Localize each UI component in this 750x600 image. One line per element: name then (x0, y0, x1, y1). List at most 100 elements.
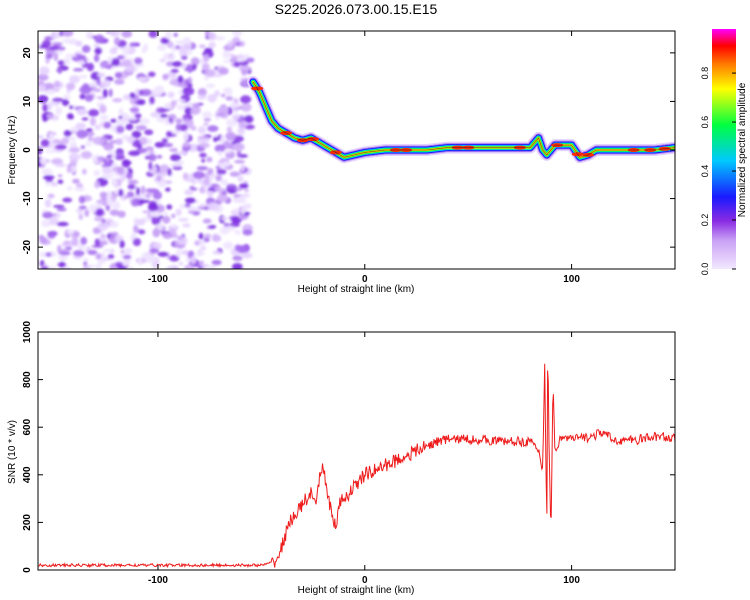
noise-speckle (69, 75, 81, 84)
noise-speckle (154, 85, 165, 95)
x-tick-label: 100 (563, 274, 580, 285)
noise-speckle (99, 114, 109, 121)
noise-speckle (128, 266, 134, 269)
noise-speckle (164, 116, 170, 126)
y-tick-label: -10 (22, 191, 33, 206)
noise-speckle (49, 45, 60, 51)
noise-speckle (57, 174, 63, 178)
noise-speckle (162, 143, 174, 148)
noise-speckle (223, 44, 235, 51)
noise-speckle (241, 252, 253, 259)
spectrogram-y-label: Frequency (Hz) (7, 116, 18, 185)
noise-speckle (62, 197, 73, 203)
noise-speckle (74, 187, 86, 192)
noise-speckle (107, 254, 115, 259)
noise-speckle (214, 144, 226, 153)
noise-speckle (238, 122, 248, 128)
noise-speckle (114, 262, 124, 268)
noise-speckle (187, 83, 193, 88)
noise-speckle (202, 218, 212, 224)
noise-speckle (97, 259, 105, 265)
noise-speckle (137, 76, 147, 81)
noise-speckle (87, 136, 94, 142)
noise-speckle (165, 187, 171, 192)
noise-speckle (82, 257, 90, 262)
noise-speckle (224, 150, 232, 154)
noise-speckle (171, 61, 183, 67)
noise-speckle (116, 166, 125, 175)
noise-speckle (55, 144, 67, 150)
noise-speckle (182, 86, 195, 96)
noise-speckle (157, 251, 169, 257)
noise-speckle (199, 186, 206, 194)
noise-speckle (156, 154, 163, 159)
noise-speckle (184, 189, 194, 196)
noise-speckle (85, 31, 94, 39)
colorbar-tick-label: 0.0 (700, 263, 710, 276)
noise-speckle (169, 224, 178, 229)
noise-speckle (206, 156, 213, 163)
noise-speckle (86, 62, 95, 72)
noise-speckle (55, 213, 60, 220)
noise-speckle (148, 31, 158, 38)
noise-speckle (40, 139, 50, 148)
noise-speckle (201, 111, 213, 119)
noise-speckle (45, 53, 53, 59)
noise-speckle (203, 122, 209, 126)
noise-speckle (68, 153, 81, 161)
noise-speckle (244, 188, 249, 193)
noise-speckle (216, 168, 227, 175)
noise-speckle (223, 222, 230, 227)
noise-speckle (148, 153, 157, 162)
noise-speckle (233, 159, 246, 164)
noise-speckle (107, 149, 113, 156)
y-tick-label: 0 (22, 147, 33, 153)
noise-speckle (63, 57, 71, 65)
noise-speckle (209, 174, 214, 183)
noise-speckle (129, 42, 137, 47)
noise-speckle (169, 53, 175, 61)
noise-speckle (126, 135, 135, 144)
noise-speckle (66, 229, 75, 235)
noise-speckle (56, 221, 69, 227)
noise-speckle (139, 199, 150, 204)
noise-speckle (131, 130, 142, 139)
noise-speckle (96, 156, 106, 162)
noise-speckle (137, 256, 143, 266)
noise-speckle (94, 124, 101, 131)
noise-speckle (47, 193, 55, 199)
noise-speckle (158, 108, 170, 112)
y-tick-label: 10 (22, 95, 33, 107)
noise-speckle (80, 236, 88, 245)
noise-speckle (171, 213, 176, 219)
noise-speckle (138, 229, 146, 235)
x-tick-label: -100 (148, 575, 168, 586)
y-tick-label: 1000 (22, 320, 33, 343)
noise-speckle (237, 215, 249, 220)
noise-speckle (149, 210, 162, 218)
noise-speckle (203, 178, 209, 185)
noise-speckle (228, 222, 241, 228)
noise-speckle (165, 130, 173, 138)
colorbar-tick-label: 0.8 (700, 67, 710, 80)
noise-speckle (128, 150, 141, 156)
noise-speckle (39, 66, 50, 76)
noise-speckle (105, 161, 114, 167)
noise-speckle (217, 150, 223, 157)
noise-speckle (191, 103, 201, 108)
noise-speckle (47, 232, 56, 239)
noise-speckle (121, 31, 133, 38)
spectrogram-x-label: Height of straight line (km) (298, 284, 415, 295)
x-tick-label: -100 (148, 274, 168, 285)
snr-series-line (38, 363, 675, 569)
noise-speckle (203, 233, 212, 239)
noise-speckle (141, 89, 152, 97)
noise-speckle (161, 137, 168, 144)
noise-speckle (47, 102, 53, 111)
noise-speckle-layer (38, 31, 255, 269)
noise-speckle (178, 124, 188, 132)
noise-speckle (169, 255, 180, 262)
noise-speckle (118, 188, 124, 197)
noise-speckle (78, 74, 88, 79)
